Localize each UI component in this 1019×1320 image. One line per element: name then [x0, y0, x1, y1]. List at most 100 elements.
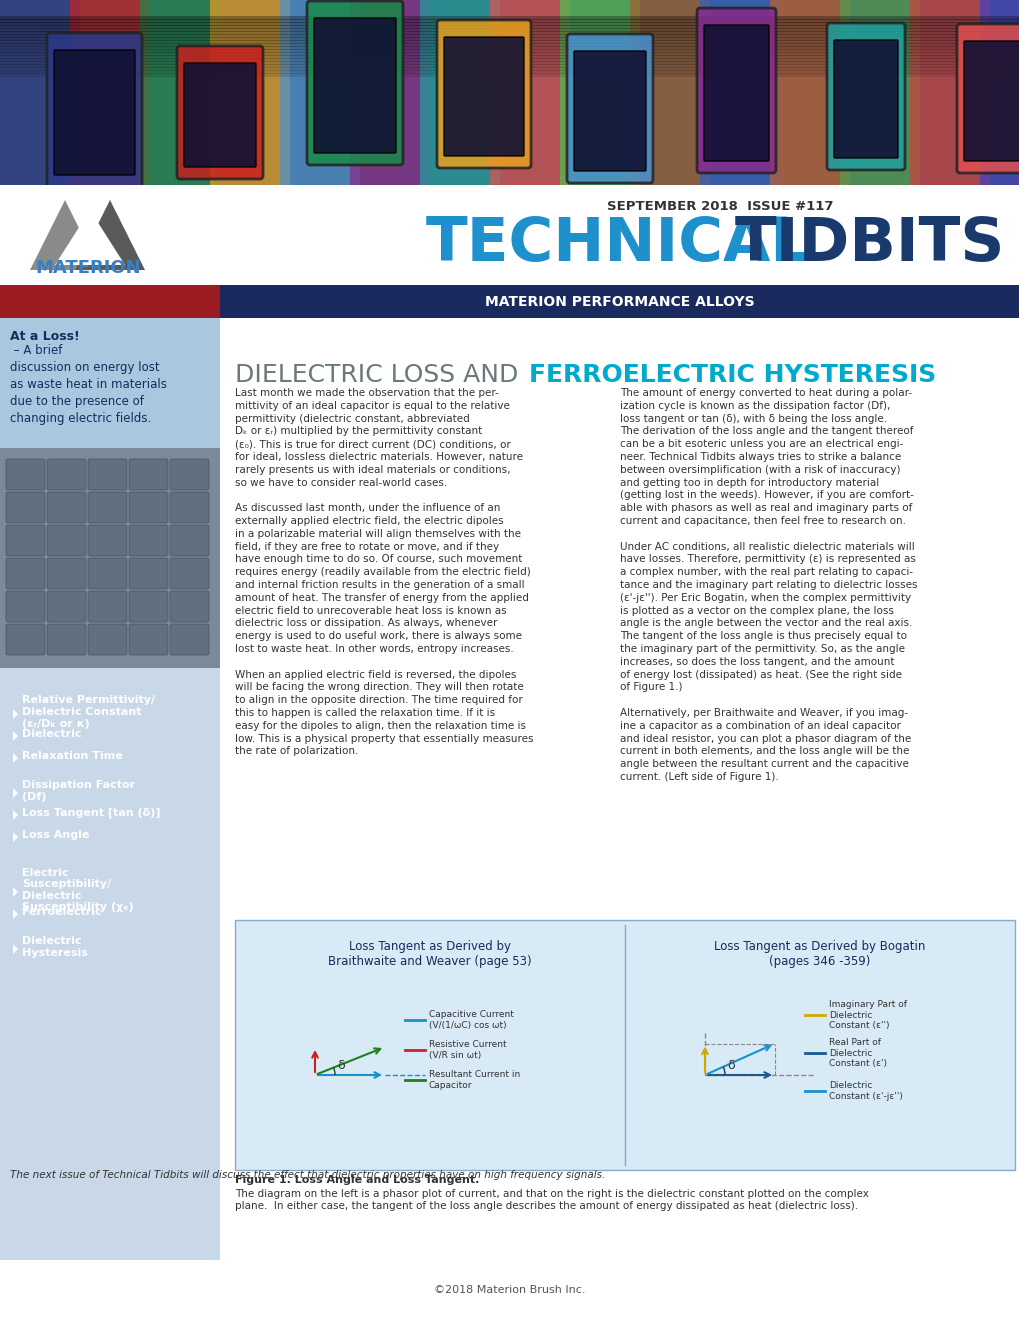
Text: Resultant Current in
Capacitor: Resultant Current in Capacitor [429, 1071, 520, 1090]
Text: MATERION: MATERION [35, 259, 141, 277]
FancyBboxPatch shape [47, 459, 86, 490]
Bar [420, 0, 499, 185]
Text: TIDBITS: TIDBITS [734, 215, 1004, 275]
FancyBboxPatch shape [128, 459, 168, 490]
Text: Dielectric
Hysteresis: Dielectric Hysteresis [22, 936, 88, 958]
Text: Real Part of
Dielectric
Constant (ε'): Real Part of Dielectric Constant (ε') [828, 1038, 887, 1068]
FancyBboxPatch shape [834, 40, 897, 158]
FancyBboxPatch shape [88, 624, 127, 655]
Bar [489, 0, 570, 185]
Bar [0, 63, 1019, 69]
Bar [0, 44, 1019, 48]
FancyBboxPatch shape [177, 46, 263, 180]
FancyBboxPatch shape [47, 33, 142, 187]
FancyBboxPatch shape [47, 558, 86, 589]
Text: Resistive Current
(V/R sin ωt): Resistive Current (V/R sin ωt) [429, 1040, 506, 1060]
FancyBboxPatch shape [47, 624, 86, 655]
FancyBboxPatch shape [88, 525, 127, 556]
Bar [0, 30, 1019, 36]
FancyBboxPatch shape [88, 492, 127, 523]
Bar [0, 318, 220, 1261]
FancyBboxPatch shape [826, 22, 904, 170]
Text: The next issue of Technical Tidbits will discuss the effect that dielectric prop: The next issue of Technical Tidbits will… [10, 1170, 604, 1180]
Polygon shape [55, 210, 125, 265]
Bar [630, 0, 709, 185]
Text: Figure 1. Loss Angle and Loss Tangent.: Figure 1. Loss Angle and Loss Tangent. [234, 1175, 479, 1185]
Text: Loss Tangent as Derived by
Braithwaite and Weaver (page 53): Loss Tangent as Derived by Braithwaite a… [328, 940, 531, 968]
Polygon shape [75, 201, 145, 271]
FancyBboxPatch shape [443, 37, 524, 156]
Bar [0, 46, 1019, 50]
FancyBboxPatch shape [6, 492, 45, 523]
FancyBboxPatch shape [128, 591, 168, 622]
FancyBboxPatch shape [128, 492, 168, 523]
Bar [979, 0, 1019, 185]
Bar [840, 0, 919, 185]
Bar [0, 49, 1019, 53]
FancyBboxPatch shape [88, 459, 127, 490]
FancyBboxPatch shape [314, 18, 395, 153]
Polygon shape [13, 832, 18, 842]
FancyBboxPatch shape [6, 624, 45, 655]
FancyBboxPatch shape [956, 24, 1019, 173]
Bar [0, 28, 1019, 32]
Text: Loss Tangent [tan (δ)]: Loss Tangent [tan (δ)] [22, 808, 160, 818]
Polygon shape [13, 887, 18, 898]
FancyBboxPatch shape [88, 591, 127, 622]
Bar [0, 70, 1019, 74]
Bar [70, 0, 150, 185]
Polygon shape [13, 731, 18, 741]
Bar [0, 318, 220, 447]
Text: DIELECTRIC LOSS AND: DIELECTRIC LOSS AND [234, 363, 526, 387]
Text: FERROELECTRIC HYSTERESIS: FERROELECTRIC HYSTERESIS [529, 363, 935, 387]
Bar [0, 34, 1019, 38]
Polygon shape [13, 944, 18, 954]
Polygon shape [13, 709, 18, 719]
Bar [0, 285, 220, 318]
Bar [559, 0, 639, 185]
Bar [0, 25, 1019, 29]
FancyBboxPatch shape [170, 492, 209, 523]
Text: Dielectric: Dielectric [22, 729, 82, 739]
Text: Relaxation Time: Relaxation Time [22, 751, 122, 762]
Text: Relative Permittivity/
Dielectric Constant
(εᵣ/Dₖ or κ): Relative Permittivity/ Dielectric Consta… [22, 696, 155, 729]
FancyBboxPatch shape [6, 525, 45, 556]
Bar [0, 22, 1019, 26]
FancyBboxPatch shape [183, 63, 256, 168]
Bar [0, 55, 1019, 59]
FancyBboxPatch shape [436, 20, 531, 168]
Bar [0, 185, 1019, 285]
FancyBboxPatch shape [170, 591, 209, 622]
Bar [280, 0, 360, 185]
FancyBboxPatch shape [88, 558, 127, 589]
FancyBboxPatch shape [47, 492, 86, 523]
FancyBboxPatch shape [170, 525, 209, 556]
Bar [0, 58, 1019, 62]
FancyBboxPatch shape [307, 1, 403, 165]
FancyBboxPatch shape [6, 558, 45, 589]
Bar [699, 0, 780, 185]
FancyBboxPatch shape [128, 624, 168, 655]
FancyBboxPatch shape [47, 525, 86, 556]
FancyBboxPatch shape [128, 525, 168, 556]
Text: Electric
Susceptibility/
Dielectric
Susceptibility (χₑ): Electric Susceptibility/ Dielectric Susc… [22, 867, 133, 912]
Bar [140, 0, 220, 185]
Text: MATERION PERFORMANCE ALLOYS: MATERION PERFORMANCE ALLOYS [485, 294, 754, 309]
Bar [0, 37, 1019, 41]
Polygon shape [13, 752, 18, 763]
Polygon shape [13, 788, 18, 799]
Bar [0, 18, 1019, 22]
Text: TECHNICAL: TECHNICAL [426, 215, 809, 275]
FancyBboxPatch shape [170, 558, 209, 589]
FancyBboxPatch shape [963, 41, 1019, 161]
Bar [909, 0, 989, 185]
FancyBboxPatch shape [170, 459, 209, 490]
FancyBboxPatch shape [703, 25, 768, 161]
Bar [350, 0, 430, 185]
Bar [0, 0, 1019, 185]
FancyBboxPatch shape [128, 558, 168, 589]
Text: Ferroelectric: Ferroelectric [22, 907, 102, 917]
FancyBboxPatch shape [6, 459, 45, 490]
Bar [234, 920, 1014, 1170]
Bar [0, 51, 1019, 55]
